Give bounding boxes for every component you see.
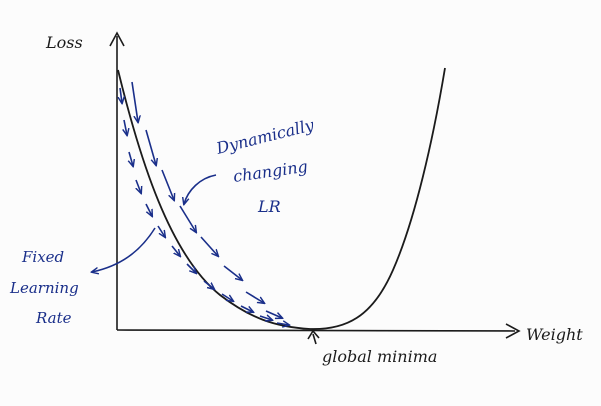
dynamic-step-arrow xyxy=(200,236,218,256)
dynamic-step-arrow xyxy=(179,205,196,232)
fixed-lr-pointer xyxy=(92,227,156,272)
fixed-lr-line-2: Learning xyxy=(9,279,79,297)
fixed-step-arrow xyxy=(129,151,133,166)
y-axis xyxy=(109,31,125,330)
dynamic-lr-steps xyxy=(131,81,282,318)
fixed-step-arrow xyxy=(171,245,180,256)
dynamic-step-arrow xyxy=(223,265,242,280)
dynamic-step-arrow xyxy=(145,129,156,165)
global-minima-arrowhead xyxy=(307,329,320,340)
fixed-step-arrow xyxy=(221,293,233,301)
fixed-step-arrow xyxy=(157,225,165,237)
dynamic-step-arrow xyxy=(161,169,174,200)
global-minima-pointer xyxy=(312,333,317,345)
y-axis-label: Loss xyxy=(45,33,83,52)
dynamic-step-arrow xyxy=(245,291,264,303)
fixed-step-arrow xyxy=(124,119,127,135)
fixed-lr-label: Fixed Learning Rate xyxy=(9,248,79,327)
fixed-step-arrow xyxy=(259,316,272,320)
fixed-step-arrow xyxy=(276,323,289,325)
loss-curve xyxy=(117,67,446,330)
fixed-step-arrow xyxy=(203,280,214,289)
fixed-lr-line-3: Rate xyxy=(35,309,72,327)
fixed-step-arrow xyxy=(136,179,141,193)
dynamic-lr-line-2: changing xyxy=(232,157,309,186)
fixed-step-arrow xyxy=(186,263,196,273)
x-axis-label: Weight xyxy=(526,325,583,344)
dynamic-lr-line-3: LR xyxy=(257,197,281,216)
fixed-lr-line-1: Fixed xyxy=(21,248,64,266)
fixed-step-arrow xyxy=(120,87,122,103)
dynamic-step-arrow xyxy=(265,310,282,318)
global-minima-label: global minima xyxy=(322,347,437,366)
dynamic-lr-pointer xyxy=(184,174,217,204)
x-axis xyxy=(116,323,521,339)
dynamic-step-arrow xyxy=(131,81,138,122)
fixed-step-arrow xyxy=(240,305,253,312)
dynamic-lr-label: Dynamically changing LR xyxy=(213,115,316,216)
fixed-step-arrow xyxy=(145,203,152,216)
dynamic-lr-line-1: Dynamically xyxy=(213,115,316,158)
fixed-lr-steps xyxy=(120,87,289,325)
